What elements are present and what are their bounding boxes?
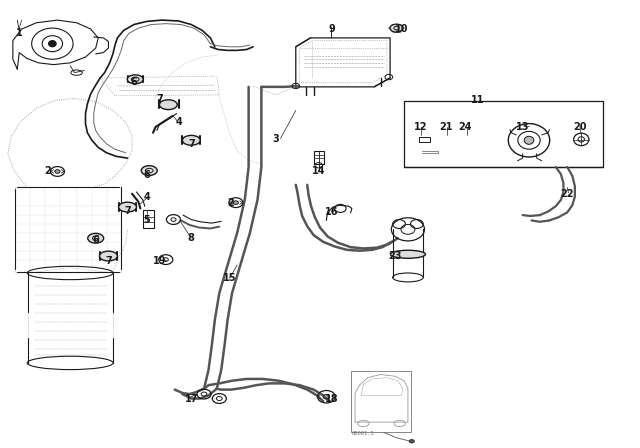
Text: 7: 7: [124, 206, 131, 215]
Text: 20: 20: [573, 122, 587, 132]
Text: 13: 13: [516, 122, 529, 132]
Text: 10: 10: [395, 24, 408, 34]
Ellipse shape: [390, 250, 426, 258]
Text: 19: 19: [153, 255, 166, 266]
Bar: [404, 101, 603, 167]
Text: 6: 6: [92, 235, 99, 245]
Ellipse shape: [409, 439, 414, 443]
Bar: [351, 371, 411, 432]
Ellipse shape: [159, 100, 177, 110]
Ellipse shape: [141, 166, 157, 176]
Text: 2: 2: [227, 198, 234, 207]
Ellipse shape: [118, 202, 136, 212]
Text: 3: 3: [272, 134, 279, 143]
Text: 4: 4: [143, 192, 150, 202]
Text: 15: 15: [223, 273, 236, 283]
Text: 8: 8: [188, 233, 195, 243]
Ellipse shape: [49, 41, 56, 47]
Text: 9: 9: [328, 24, 335, 34]
Ellipse shape: [524, 136, 534, 144]
Ellipse shape: [100, 251, 117, 261]
Ellipse shape: [127, 75, 143, 84]
Text: 11: 11: [471, 95, 484, 105]
Text: 7: 7: [156, 95, 163, 104]
Text: 22: 22: [561, 189, 574, 199]
Text: 5: 5: [143, 215, 150, 225]
Text: 7: 7: [188, 139, 195, 149]
Text: 1: 1: [16, 28, 22, 38]
Text: 2: 2: [44, 167, 51, 177]
Text: 6: 6: [143, 170, 150, 180]
Text: 00001.5: 00001.5: [352, 431, 374, 436]
Text: 18: 18: [324, 393, 339, 404]
Text: 12: 12: [414, 122, 428, 132]
Ellipse shape: [182, 135, 200, 145]
Ellipse shape: [390, 24, 403, 32]
Text: 7: 7: [105, 255, 112, 266]
Text: 17: 17: [184, 393, 198, 404]
Text: 14: 14: [312, 167, 326, 177]
Text: 21: 21: [440, 122, 453, 132]
Text: 23: 23: [388, 251, 402, 261]
Ellipse shape: [234, 201, 239, 204]
Text: 16: 16: [324, 207, 338, 216]
Ellipse shape: [88, 233, 104, 243]
Bar: [143, 210, 154, 228]
Text: 6: 6: [131, 77, 138, 86]
Ellipse shape: [55, 170, 60, 173]
Text: 4: 4: [175, 116, 182, 127]
Bar: [314, 151, 324, 164]
Text: 24: 24: [458, 122, 472, 132]
